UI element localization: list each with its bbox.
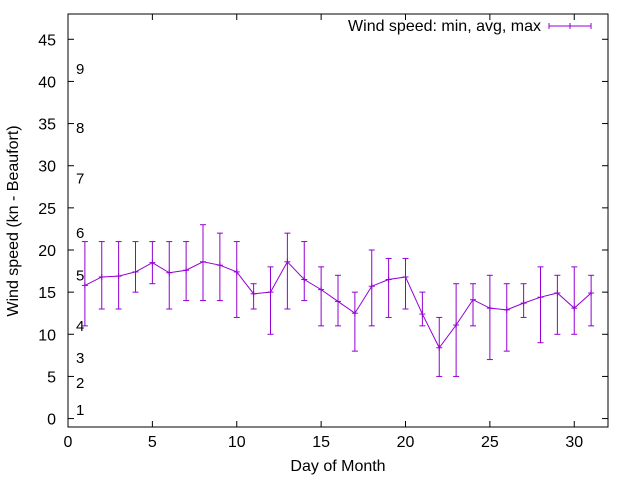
y-tick-label: 25 <box>38 201 56 218</box>
error-bar <box>318 266 325 327</box>
beaufort-label: 8 <box>76 120 84 137</box>
legend: Wind speed: min, avg, max <box>348 18 592 35</box>
error-bar <box>419 291 426 327</box>
avg-point <box>385 276 392 283</box>
plot-frame <box>67 13 609 428</box>
avg-point <box>351 310 358 317</box>
avg-point <box>216 262 223 269</box>
avg-point <box>402 273 409 280</box>
error-bar <box>486 274 493 361</box>
y-tick-label: 10 <box>38 327 56 344</box>
error-bar <box>503 283 510 352</box>
x-tick-label: 5 <box>148 434 157 451</box>
error-bar <box>554 274 561 335</box>
y-tick-label: 0 <box>47 412 56 429</box>
avg-point <box>503 306 510 313</box>
y-tick-label: 45 <box>38 32 56 49</box>
error-bar <box>351 291 358 352</box>
error-bar <box>402 257 409 310</box>
x-tick-label: 30 <box>565 434 583 451</box>
error-bar <box>453 283 460 377</box>
y-tick-label: 15 <box>38 285 56 302</box>
avg-point <box>419 311 426 318</box>
avg-point <box>98 273 105 280</box>
x-tick-label: 20 <box>397 434 415 451</box>
avg-point <box>486 305 493 312</box>
avg-point <box>301 276 308 283</box>
avg-point <box>267 289 274 296</box>
beaufort-label: 2 <box>76 375 84 392</box>
avg-point <box>554 289 561 296</box>
avg-point <box>115 273 122 280</box>
beaufort-label: 1 <box>76 402 84 419</box>
beaufort-labels: 1 2 3 4 5 6 7 8 9 <box>76 61 84 419</box>
beaufort-label: 4 <box>76 318 84 335</box>
error-bar <box>588 274 595 327</box>
avg-point <box>233 268 240 275</box>
y-tick-label: 20 <box>38 243 56 260</box>
avg-point <box>453 322 460 329</box>
error-bar <box>301 241 308 302</box>
avg-point <box>81 282 88 289</box>
x-tick-label: 15 <box>312 434 330 451</box>
avg-point <box>436 344 443 351</box>
avg-point <box>132 268 139 275</box>
error-bar <box>470 283 476 327</box>
avg-point <box>166 269 173 276</box>
series-layer <box>81 224 595 377</box>
avg-point <box>335 298 341 305</box>
legend-swatch <box>548 23 592 29</box>
x-tick-label: 0 <box>64 434 73 451</box>
avg-point <box>368 283 375 290</box>
y-tick-label: 30 <box>38 159 56 176</box>
avg-point <box>588 289 595 296</box>
avg-point <box>250 290 257 297</box>
error-bar <box>385 257 392 318</box>
y-tick-label: 40 <box>38 74 56 91</box>
error-bar <box>571 266 578 335</box>
avg-point <box>149 259 156 266</box>
avg-point <box>537 294 544 301</box>
beaufort-label: 6 <box>76 225 84 242</box>
error-bar <box>132 241 139 293</box>
avg-point <box>520 300 527 307</box>
error-bar <box>537 266 544 344</box>
beaufort-label: 9 <box>76 61 84 78</box>
error-bar <box>267 266 274 335</box>
y-tick-label: 35 <box>38 117 56 134</box>
x-tick-label: 25 <box>481 434 499 451</box>
avg-point <box>470 296 476 303</box>
x-axis-title: Day of Month <box>290 458 385 475</box>
y-tick-label: 5 <box>47 369 56 386</box>
error-bar <box>233 241 240 318</box>
avg-point <box>200 258 206 265</box>
legend-label: Wind speed: min, avg, max <box>348 18 541 35</box>
beaufort-label: 7 <box>76 170 84 187</box>
avg-point <box>318 286 325 293</box>
avg-point <box>183 267 190 274</box>
x-tick-label: 10 <box>228 434 246 451</box>
error-bar <box>284 232 291 310</box>
beaufort-label: 5 <box>76 267 84 284</box>
y-axis-title: Wind speed (kn - Beaufort) <box>5 125 22 316</box>
beaufort-label: 3 <box>76 350 84 367</box>
avg-point <box>571 305 578 312</box>
avg-point <box>284 258 291 265</box>
